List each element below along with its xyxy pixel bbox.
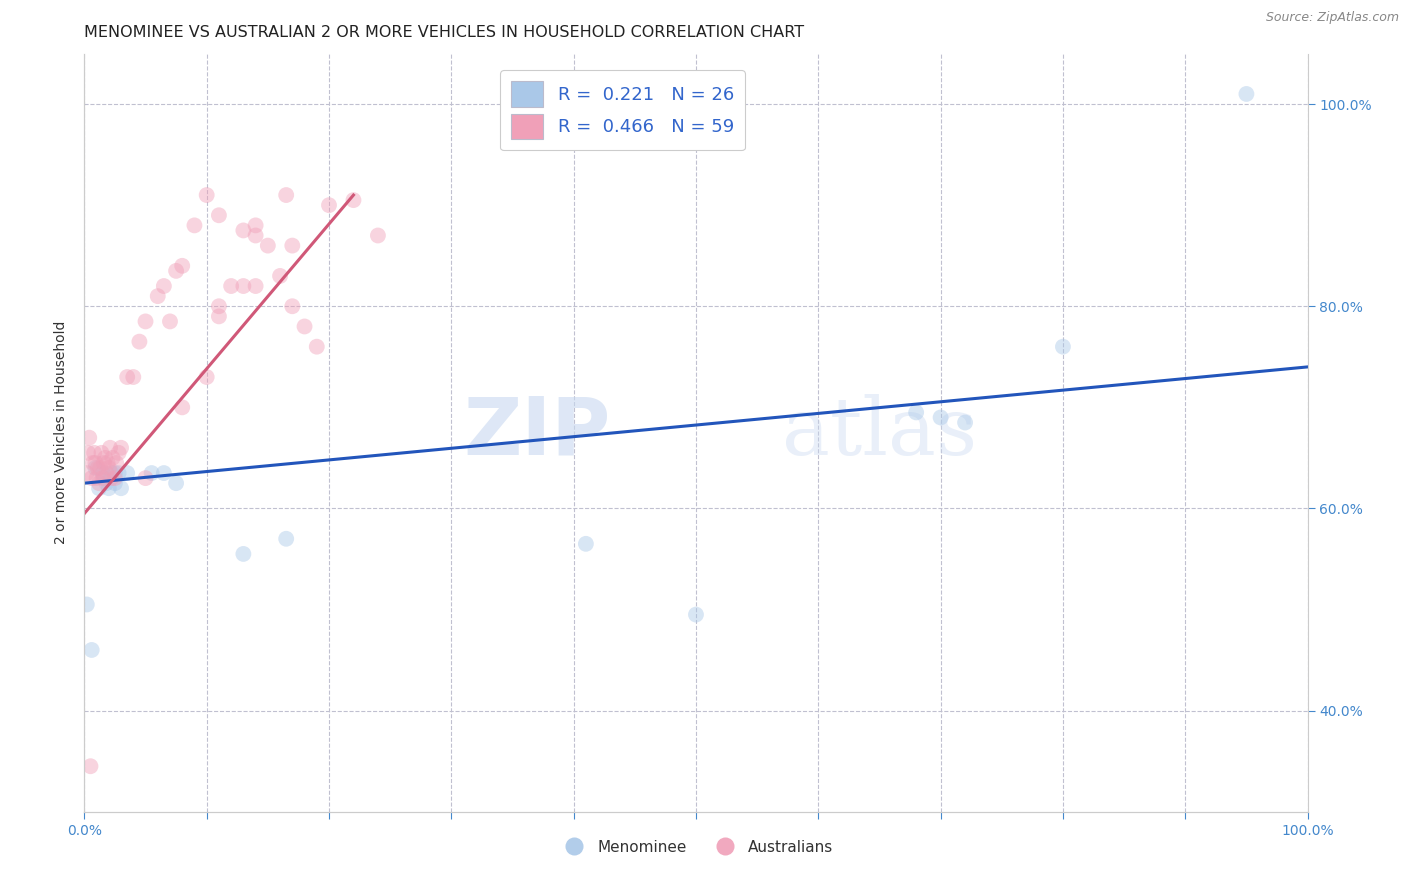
- Point: [172, 259, 194, 273]
- Point: [257, 238, 280, 252]
- Point: [107, 466, 129, 480]
- Point: [183, 219, 205, 233]
- Point: [100, 471, 122, 485]
- Point: [122, 370, 145, 384]
- Point: [953, 416, 976, 430]
- Point: [172, 401, 194, 415]
- Point: [104, 471, 127, 485]
- Point: [96, 466, 118, 480]
- Point: [929, 410, 952, 425]
- Point: [80, 471, 103, 485]
- Point: [91, 471, 114, 485]
- Point: [219, 279, 242, 293]
- Point: [80, 643, 103, 657]
- Point: [128, 334, 150, 349]
- Point: [135, 471, 157, 485]
- Point: [110, 481, 132, 495]
- Point: [87, 481, 110, 495]
- Point: [86, 471, 108, 485]
- Point: [96, 476, 118, 491]
- Text: atlas: atlas: [782, 393, 977, 472]
- Point: [245, 219, 267, 233]
- Point: [269, 268, 291, 283]
- Point: [905, 405, 928, 419]
- Point: [87, 476, 110, 491]
- Point: [115, 370, 138, 384]
- Point: [90, 446, 112, 460]
- Point: [165, 476, 187, 491]
- Point: [97, 481, 120, 495]
- Point: [342, 193, 364, 207]
- Point: [84, 461, 107, 475]
- Point: [98, 441, 121, 455]
- Point: [232, 223, 254, 237]
- Point: [135, 314, 157, 328]
- Point: [245, 228, 267, 243]
- Point: [276, 188, 298, 202]
- Point: [94, 450, 117, 465]
- Text: MENOMINEE VS AUSTRALIAN 2 OR MORE VEHICLES IN HOUSEHOLD CORRELATION CHART: MENOMINEE VS AUSTRALIAN 2 OR MORE VEHICL…: [84, 25, 804, 40]
- Point: [79, 759, 101, 773]
- Point: [93, 471, 115, 485]
- Point: [232, 547, 254, 561]
- Point: [104, 476, 127, 491]
- Point: [1236, 87, 1258, 101]
- Point: [276, 532, 298, 546]
- Point: [1052, 340, 1074, 354]
- Point: [318, 198, 340, 212]
- Point: [245, 279, 267, 293]
- Point: [82, 456, 104, 470]
- Point: [77, 431, 100, 445]
- Text: Source: ZipAtlas.com: Source: ZipAtlas.com: [1265, 11, 1399, 24]
- Legend: Menominee, Australians: Menominee, Australians: [553, 834, 839, 861]
- Point: [97, 456, 120, 470]
- Point: [110, 441, 132, 455]
- Point: [195, 370, 218, 384]
- Point: [685, 607, 707, 622]
- Point: [84, 456, 107, 470]
- Point: [281, 299, 304, 313]
- Point: [97, 461, 120, 475]
- Point: [208, 310, 231, 324]
- Point: [100, 466, 122, 480]
- Point: [208, 208, 231, 222]
- Point: [87, 461, 110, 475]
- Point: [101, 450, 124, 465]
- Point: [104, 466, 127, 480]
- Point: [153, 466, 176, 480]
- Point: [575, 537, 598, 551]
- Text: ZIP: ZIP: [463, 393, 610, 472]
- Point: [83, 446, 105, 460]
- Point: [153, 279, 176, 293]
- Point: [141, 466, 163, 480]
- Point: [146, 289, 169, 303]
- Point: [107, 446, 129, 460]
- Point: [76, 598, 98, 612]
- Point: [281, 238, 304, 252]
- Point: [294, 319, 316, 334]
- Point: [93, 456, 115, 470]
- Point: [115, 466, 138, 480]
- Point: [367, 228, 389, 243]
- Y-axis label: 2 or more Vehicles in Household: 2 or more Vehicles in Household: [55, 321, 69, 544]
- Point: [89, 461, 111, 475]
- Point: [77, 446, 100, 460]
- Point: [165, 264, 187, 278]
- Point: [159, 314, 181, 328]
- Point: [305, 340, 328, 354]
- Point: [208, 299, 231, 313]
- Point: [91, 466, 114, 480]
- Point: [195, 188, 218, 202]
- Point: [232, 279, 254, 293]
- Point: [105, 456, 128, 470]
- Point: [76, 466, 98, 480]
